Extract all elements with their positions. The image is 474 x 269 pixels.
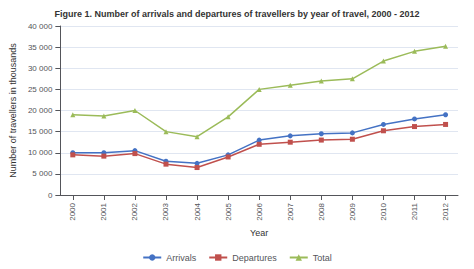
svg-text:2002: 2002 (130, 202, 139, 220)
svg-text:2011: 2011 (410, 202, 419, 220)
svg-text:10 000: 10 000 (28, 148, 53, 157)
svg-text:Total: Total (313, 253, 332, 263)
svg-text:5 000: 5 000 (32, 169, 53, 178)
svg-text:2006: 2006 (255, 202, 264, 220)
svg-text:2008: 2008 (317, 202, 326, 220)
svg-text:2009: 2009 (348, 202, 357, 220)
svg-text:2003: 2003 (161, 202, 170, 220)
svg-text:25 000: 25 000 (28, 85, 53, 94)
svg-text:2007: 2007 (286, 202, 295, 220)
svg-text:0: 0 (48, 191, 53, 200)
svg-text:35 000: 35 000 (28, 43, 53, 52)
svg-text:2004: 2004 (193, 202, 202, 220)
svg-text:Departures: Departures (232, 253, 277, 263)
svg-text:Figure 1. Number of arrivals a: Figure 1. Number of arrivals and departu… (54, 9, 419, 19)
svg-text:Number of travellers in thousa: Number of travellers in thousands (8, 43, 18, 178)
svg-text:2012: 2012 (441, 202, 450, 220)
svg-text:2000: 2000 (68, 202, 77, 220)
svg-text:30 000: 30 000 (28, 64, 53, 73)
svg-text:2001: 2001 (99, 202, 108, 220)
svg-text:2010: 2010 (379, 202, 388, 220)
svg-text:Arrivals: Arrivals (166, 253, 197, 263)
svg-text:20 000: 20 000 (28, 106, 53, 115)
svg-text:Year: Year (250, 228, 268, 238)
svg-text:15 000: 15 000 (28, 127, 53, 136)
svg-text:2005: 2005 (224, 202, 233, 220)
svg-text:40 000: 40 000 (28, 22, 53, 31)
